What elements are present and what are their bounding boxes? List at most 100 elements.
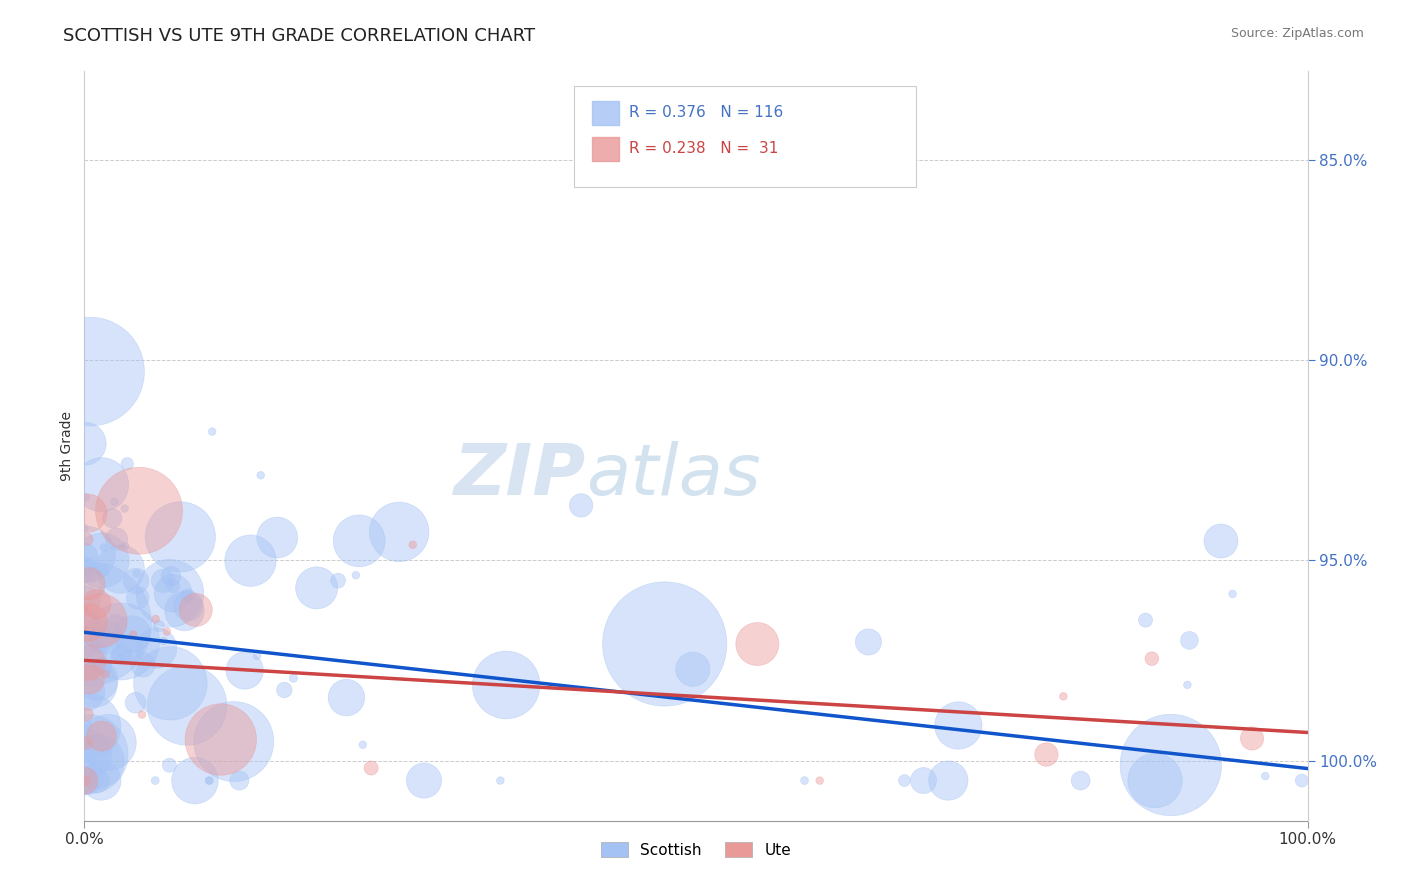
Point <box>76 717 98 731</box>
Point <box>111 646 134 660</box>
Point <box>75 723 97 737</box>
Point <box>808 773 831 788</box>
Point <box>413 773 436 788</box>
Point <box>90 773 112 788</box>
Point <box>222 734 245 748</box>
Point <box>152 634 174 648</box>
Point <box>73 624 96 638</box>
Point <box>121 627 143 641</box>
Point <box>249 468 271 483</box>
Point <box>569 499 592 513</box>
Point <box>73 549 96 564</box>
Point <box>75 560 97 574</box>
Point <box>489 773 512 788</box>
Point <box>101 511 124 525</box>
Point <box>73 594 96 608</box>
Point <box>283 671 305 685</box>
Point <box>893 773 915 788</box>
Point <box>122 627 145 641</box>
Point <box>110 562 132 576</box>
Point <box>73 773 96 788</box>
Point <box>76 747 98 761</box>
Text: atlas: atlas <box>586 442 761 510</box>
Point <box>1070 773 1092 788</box>
Point <box>198 773 221 788</box>
Point <box>125 574 148 588</box>
Point <box>1140 651 1163 665</box>
Point <box>90 553 112 567</box>
Point <box>86 773 108 788</box>
Point <box>117 457 139 471</box>
Point <box>94 667 117 681</box>
Point <box>127 591 149 605</box>
Point <box>209 732 232 747</box>
Text: SCOTTISH VS UTE 9TH GRADE CORRELATION CHART: SCOTTISH VS UTE 9TH GRADE CORRELATION CH… <box>63 27 536 45</box>
Point <box>132 657 155 672</box>
Point <box>75 490 97 504</box>
Point <box>1178 633 1201 648</box>
Point <box>91 632 114 647</box>
Point <box>91 659 114 673</box>
Point <box>124 696 146 710</box>
Point <box>77 648 100 662</box>
Point <box>1209 534 1232 549</box>
Point <box>948 718 970 732</box>
Point <box>347 533 370 548</box>
Point <box>157 574 180 589</box>
Point <box>76 506 98 520</box>
Point <box>239 554 262 568</box>
Legend: Scottish, Ute: Scottish, Ute <box>593 834 799 865</box>
Point <box>159 586 181 600</box>
Point <box>86 755 108 769</box>
Point <box>75 685 97 699</box>
Point <box>77 615 100 630</box>
Point <box>198 773 221 788</box>
Point <box>160 569 183 583</box>
Point <box>90 584 112 599</box>
Point <box>89 614 111 628</box>
Point <box>73 521 96 535</box>
Point <box>75 736 97 750</box>
Point <box>75 773 97 788</box>
Point <box>104 650 127 665</box>
Point <box>156 624 179 639</box>
Point <box>654 637 676 651</box>
Point <box>83 678 105 692</box>
Point <box>1291 773 1313 788</box>
Point <box>402 538 425 552</box>
Point <box>131 707 153 722</box>
Point <box>76 656 98 670</box>
Point <box>1135 613 1157 627</box>
Point <box>77 576 100 591</box>
Point <box>495 678 517 692</box>
Point <box>747 637 769 651</box>
Point <box>1177 678 1199 692</box>
Point <box>86 597 108 611</box>
Point <box>105 532 128 546</box>
Point <box>159 676 181 690</box>
Point <box>79 365 101 379</box>
Point <box>344 568 367 582</box>
Point <box>97 735 120 749</box>
Point <box>148 619 170 633</box>
Point <box>177 589 200 603</box>
FancyBboxPatch shape <box>574 87 917 187</box>
Point <box>76 719 98 733</box>
Point <box>145 640 167 655</box>
Point <box>162 586 184 600</box>
Point <box>228 773 250 788</box>
Point <box>388 524 411 539</box>
Point <box>86 673 108 687</box>
Point <box>793 773 815 788</box>
Point <box>1035 747 1057 762</box>
Point <box>176 698 198 713</box>
Point <box>1241 731 1264 746</box>
Point <box>246 648 269 663</box>
Point <box>76 707 98 722</box>
Point <box>1052 690 1074 704</box>
Point <box>682 662 704 676</box>
Point <box>86 612 108 626</box>
Point <box>76 548 98 562</box>
Point <box>128 504 150 518</box>
Point <box>936 773 959 788</box>
